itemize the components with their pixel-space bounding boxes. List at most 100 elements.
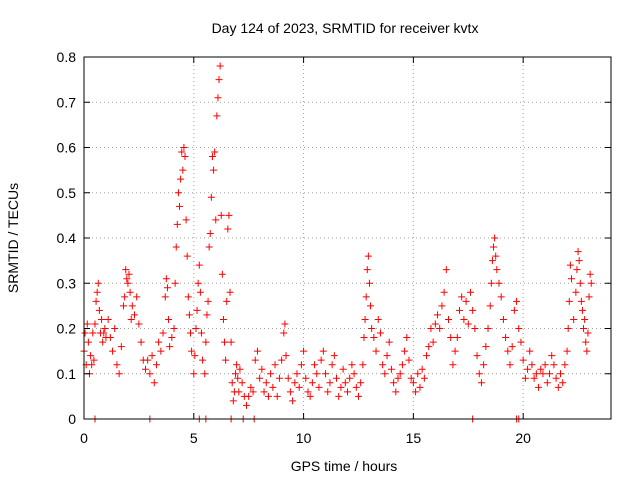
data-point: [492, 252, 500, 260]
data-point: [286, 388, 294, 396]
y-tick-label: 0.6: [57, 140, 77, 156]
data-point: [260, 388, 268, 396]
data-point: [506, 361, 514, 369]
data-point: [236, 365, 244, 373]
data-point: [502, 334, 510, 342]
data-point: [284, 374, 292, 382]
data-point: [162, 275, 170, 283]
data-point: [155, 338, 163, 346]
data-points: [80, 62, 595, 423]
data-point: [291, 379, 299, 387]
data-point: [87, 352, 95, 360]
data-point: [191, 352, 199, 360]
data-point: [464, 320, 472, 328]
data-point: [471, 325, 479, 332]
data-point: [328, 361, 336, 369]
data-point: [582, 338, 590, 346]
data-point: [490, 243, 498, 251]
data-point: [381, 370, 389, 378]
data-point: [469, 306, 477, 314]
data-point: [515, 325, 523, 332]
data-point: [383, 352, 391, 360]
data-point: [362, 293, 370, 301]
data-point: [425, 343, 433, 351]
data-point: [193, 306, 201, 314]
data-point: [442, 266, 450, 274]
data-point: [251, 356, 259, 364]
data-point: [475, 370, 483, 378]
data-point: [226, 288, 234, 296]
data-point: [341, 379, 349, 387]
data-point: [580, 325, 588, 332]
data-point: [480, 361, 488, 369]
data-point: [206, 229, 214, 237]
x-tick-label: 15: [406, 430, 422, 446]
data-point: [218, 270, 226, 278]
data-point: [184, 293, 192, 301]
data-point: [192, 325, 200, 332]
data-point: [170, 325, 178, 332]
x-axis-label: GPS time / hours: [291, 458, 398, 474]
data-point: [333, 374, 341, 382]
data-point: [180, 144, 188, 151]
data-point: [499, 315, 507, 323]
data-point: [104, 315, 112, 323]
data-point: [219, 315, 227, 323]
data-point: [278, 356, 286, 364]
data-point: [131, 311, 139, 319]
data-point: [482, 343, 490, 351]
data-point: [462, 297, 470, 305]
data-point: [423, 352, 431, 360]
data-point: [183, 252, 191, 260]
data-point: [484, 325, 492, 332]
data-point: [94, 279, 102, 287]
data-point: [513, 297, 521, 305]
data-point: [427, 325, 435, 332]
data-point: [190, 370, 198, 378]
data-point: [543, 379, 551, 387]
data-point: [541, 361, 549, 369]
data-point: [267, 370, 275, 378]
data-point: [159, 329, 167, 337]
data-point: [491, 234, 499, 242]
x-tick-label: 20: [515, 430, 531, 446]
data-point: [91, 320, 99, 328]
data-point: [269, 383, 277, 391]
data-point: [106, 334, 114, 342]
data-point: [83, 320, 91, 328]
data-point: [273, 392, 281, 400]
data-point: [235, 388, 243, 396]
data-point: [326, 379, 334, 387]
data-point: [436, 325, 444, 332]
data-point: [228, 379, 236, 387]
data-point: [364, 252, 372, 260]
data-point: [477, 379, 485, 387]
data-point: [141, 365, 149, 373]
chart-title: Day 124 of 2023, SRMTID for receiver kvt…: [212, 20, 479, 36]
data-point: [539, 370, 547, 378]
data-point: [264, 392, 272, 400]
data-point: [185, 311, 193, 319]
data-point: [101, 325, 109, 332]
data-point: [315, 383, 323, 391]
data-point: [128, 302, 136, 310]
y-tick-label: 0.7: [57, 94, 77, 110]
data-point: [201, 370, 209, 378]
data-point: [535, 383, 543, 391]
data-point: [434, 311, 442, 319]
data-point: [295, 383, 303, 391]
data-point: [204, 297, 212, 305]
data-point: [360, 334, 368, 342]
data-point: [339, 365, 347, 373]
data-point: [120, 302, 128, 310]
data-point: [374, 315, 382, 323]
data-point: [528, 361, 536, 369]
data-point: [109, 347, 117, 355]
data-point: [556, 370, 564, 378]
data-point: [348, 361, 356, 369]
data-point: [166, 343, 174, 351]
y-tick-label: 0.8: [57, 49, 77, 65]
data-point: [223, 297, 231, 305]
data-point: [89, 329, 97, 337]
